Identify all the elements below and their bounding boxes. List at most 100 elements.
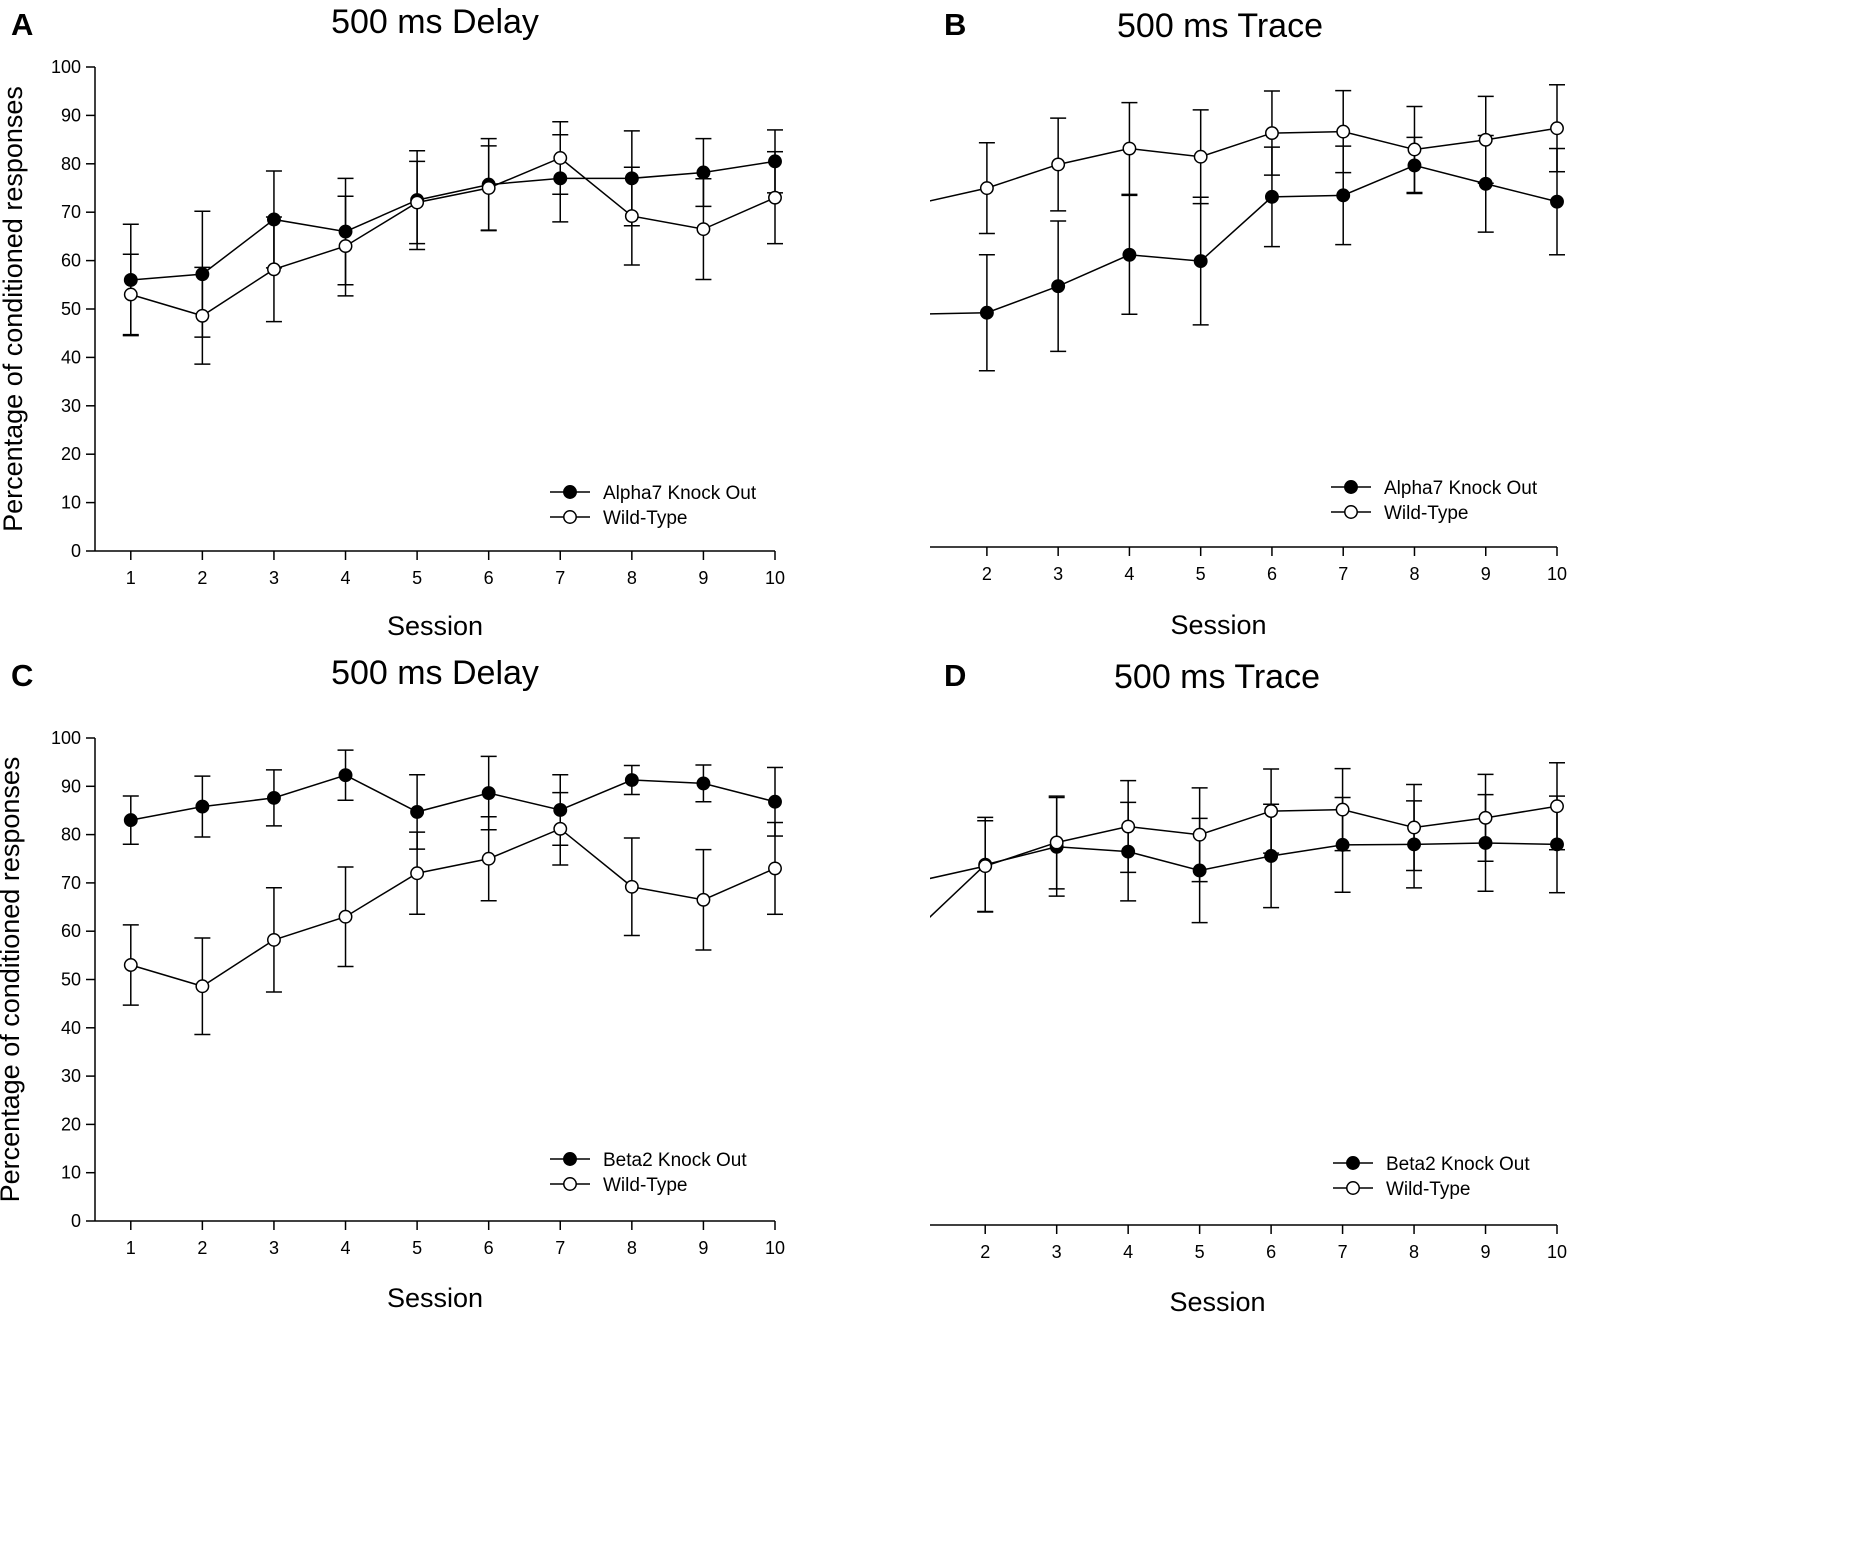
y-tick-label: 80 xyxy=(61,825,81,845)
x-tick-label: 7 xyxy=(555,568,565,588)
series-line-wild-type xyxy=(130,157,776,317)
data-point-knockout xyxy=(1550,194,1564,209)
y-tick-label: 90 xyxy=(61,105,81,125)
data-point-wildtype xyxy=(1336,124,1351,139)
data-point-wildtype xyxy=(1550,799,1564,814)
data-point-wildtype xyxy=(481,181,496,195)
legend-label: Wild-Type xyxy=(1386,1179,1470,1200)
y-tick-label: 0 xyxy=(71,1211,81,1231)
x-tick-label: 10 xyxy=(765,568,785,588)
legend-label: Alpha7 Knock Out xyxy=(603,483,757,504)
data-point-knockout xyxy=(1478,176,1493,191)
data-point-knockout xyxy=(624,171,639,186)
panel-a: A 500 ms Delay 0 10 20 30 40 50 60 70 80 90 100 1 2 3… xyxy=(0,0,930,660)
x-tick-label: 9 xyxy=(698,568,708,588)
legend-label: Wild-Type xyxy=(603,1175,687,1196)
data-point-wildtype xyxy=(1335,802,1350,817)
data-point-wildtype xyxy=(624,209,639,224)
data-point-wildtype xyxy=(338,239,353,254)
data-point-knockout xyxy=(1335,837,1350,852)
y-axis-title: Percentage of conditioned responses xyxy=(0,757,25,1203)
series-line-beta2-knock-out xyxy=(130,774,776,821)
data-point-wildtype xyxy=(123,958,138,972)
x-tick-label: 2 xyxy=(980,1242,990,1262)
data-point-knockout xyxy=(696,165,711,180)
data-point-knockout xyxy=(266,212,281,227)
y-tick-label: 60 xyxy=(61,251,81,271)
x-tick-label: 3 xyxy=(269,568,279,588)
y-tick-label: 80 xyxy=(61,154,81,174)
x-tick-label: 4 xyxy=(1124,564,1134,584)
y-tick-label: 100 xyxy=(51,728,81,748)
panel-letter: B xyxy=(944,7,967,42)
data-point-wildtype xyxy=(1264,126,1279,141)
x-tick-label: 7 xyxy=(1338,1242,1348,1262)
y-tick-label: 0 xyxy=(71,541,81,561)
data-point-knockout xyxy=(768,794,782,809)
x-tick-label: 4 xyxy=(341,568,351,588)
x-tick-label: 10 xyxy=(765,1238,785,1258)
data-point-wildtype xyxy=(1264,804,1279,819)
data-point-wildtype xyxy=(1478,810,1493,825)
data-point-wildtype xyxy=(553,151,568,165)
chart-d: 010203040506070809010012345678910Session… xyxy=(930,762,1567,1317)
x-tick-label: 3 xyxy=(1052,1242,1062,1262)
data-point-wildtype xyxy=(979,181,994,196)
x-tick-label: 6 xyxy=(1266,1242,1276,1262)
panel-d: D 500 ms Trace 0102030405060708090100123… xyxy=(930,660,1860,1557)
data-point-knockout xyxy=(696,776,711,791)
chart-c: 0 10 20 30 40 50 60 70 80 90 100 1 2 3 4 5 6 7 8 9 10 Session… xyxy=(0,728,785,1313)
y-tick-label: 20 xyxy=(61,444,81,464)
data-point-wildtype xyxy=(768,861,782,876)
data-point-wildtype xyxy=(1192,827,1207,842)
y-tick-label: 70 xyxy=(61,202,81,222)
x-tick-label: 8 xyxy=(1409,564,1419,584)
x-tick-label: 10 xyxy=(1547,1242,1567,1262)
panel-title: 500 ms Delay xyxy=(331,660,539,692)
data-point-knockout xyxy=(979,305,994,320)
x-tick-label: 3 xyxy=(1053,564,1063,584)
y-axis-title: Percentage of conditioned responses xyxy=(0,86,28,532)
x-tick-label: 2 xyxy=(197,568,207,588)
data-point-knockout xyxy=(1122,247,1137,262)
panel-title: 500 ms Trace xyxy=(1117,7,1323,45)
y-tick-label: 50 xyxy=(61,970,81,990)
x-tick-label: 5 xyxy=(412,568,422,588)
data-point-knockout xyxy=(553,803,568,817)
data-point-knockout xyxy=(123,813,138,828)
series-line-wild-type xyxy=(930,127,1558,202)
y-tick-label: 20 xyxy=(61,1114,81,1134)
x-tick-label: 5 xyxy=(1195,1242,1205,1262)
data-point-knockout xyxy=(410,804,425,819)
panel-title: 500 ms Trace xyxy=(1114,660,1320,696)
data-point-knockout xyxy=(1193,254,1208,269)
x-tick-label: 9 xyxy=(698,1238,708,1258)
data-point-wildtype xyxy=(1122,141,1137,156)
x-axis-title: Session xyxy=(387,1283,483,1313)
data-point-wildtype xyxy=(553,821,568,836)
data-point-knockout xyxy=(338,768,353,783)
data-point-knockout xyxy=(1407,158,1422,173)
x-tick-label: 6 xyxy=(1267,564,1277,584)
x-tick-label: 2 xyxy=(982,564,992,584)
legend-marker xyxy=(563,1152,577,1166)
data-point-knockout xyxy=(1264,189,1279,204)
data-point-knockout xyxy=(481,786,496,801)
x-tick-label: 3 xyxy=(269,1238,279,1258)
panel-c: C 500 ms Delay 0 10 20 30 40 50 60 70 80 90 100 1 2 3… xyxy=(0,660,930,1557)
x-tick-label: 10 xyxy=(1547,564,1567,584)
legend-label: Alpha7 Knock Out xyxy=(1384,478,1538,499)
x-tick-label: 5 xyxy=(1196,564,1206,584)
x-tick-label: 7 xyxy=(1338,564,1348,584)
series-line-alpha7-knock-out xyxy=(930,164,1558,315)
x-tick-label: 9 xyxy=(1481,564,1491,584)
data-point-wildtype xyxy=(1478,132,1493,147)
data-point-wildtype xyxy=(481,851,496,866)
data-point-knockout xyxy=(195,267,210,282)
y-tick-label: 50 xyxy=(61,299,81,319)
y-tick-label: 100 xyxy=(51,57,81,77)
y-tick-label: 10 xyxy=(61,493,81,513)
data-point-wildtype xyxy=(624,879,639,894)
data-point-wildtype xyxy=(123,287,138,302)
